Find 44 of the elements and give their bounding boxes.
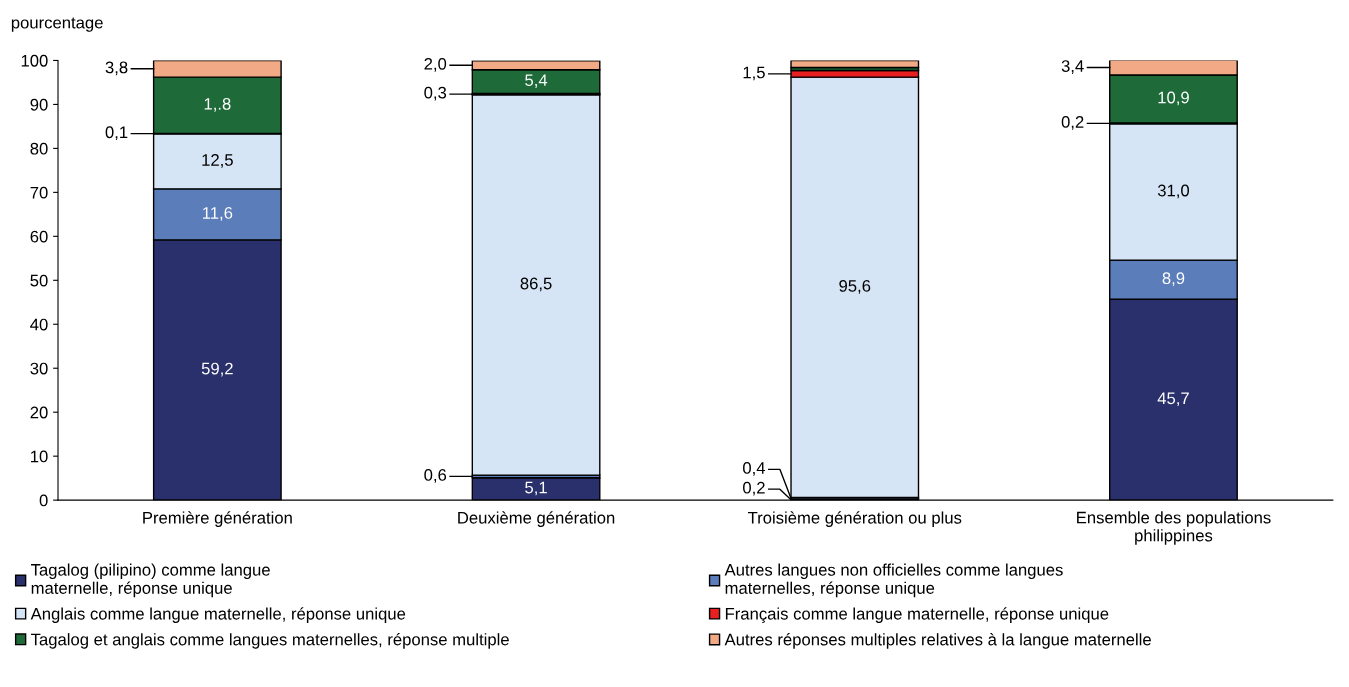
data-label: 31,0 — [1157, 184, 1190, 199]
y-tick-label: 70 — [30, 186, 48, 199]
data-label: 59,2 — [201, 362, 233, 377]
legend-label: Autres réponses multiples relatives à la langue maternelle — [724, 633, 1151, 649]
x-tick-label: Deuxième génération — [458, 511, 615, 527]
data-label: 8,9 — [1162, 272, 1185, 287]
data-label: 0,2 — [1061, 116, 1084, 130]
data-label: 3,4 — [1061, 60, 1084, 74]
data-label: 0,2 — [743, 481, 765, 496]
data-label: 5,1 — [525, 481, 547, 496]
legend-label: Tagalog (pilipino) comme langue maternelle, réponse unique — [31, 563, 270, 598]
data-label: 1,5 — [743, 66, 765, 81]
data-label: 0,6 — [424, 469, 447, 483]
data-label: 0,3 — [424, 86, 447, 101]
y-tick-label: 20 — [30, 406, 48, 419]
x-tick-label: Troisième génération ou plus — [747, 511, 962, 527]
legend-label: Anglais comme langue maternelle, réponse unique — [30, 607, 406, 623]
legend-label: Autres langues non officielles comme langues maternelles, réponse unique — [724, 563, 1063, 598]
data-label: 12,5 — [202, 154, 233, 168]
y-tick-label: 0 — [39, 494, 48, 507]
y-tick-label: 80 — [30, 142, 48, 155]
data-label: 0,1 — [105, 126, 128, 141]
legend-label: Tagalog et anglais comme langues maternelles, réponse multiple — [31, 632, 509, 649]
y-tick-label: 40 — [30, 318, 48, 331]
data-label: 45,7 — [1157, 392, 1189, 407]
data-label: 10,9 — [1158, 91, 1189, 106]
data-label: 95,6 — [839, 280, 871, 294]
data-label: 1,.8 — [204, 97, 231, 112]
legend-label: Français comme langue maternelle, réponse unique — [725, 607, 1109, 624]
y-tick-label: 100 — [21, 54, 48, 67]
data-label: 5,4 — [525, 74, 548, 88]
y-tick-label: 50 — [30, 274, 48, 287]
data-label: 3,8 — [105, 61, 128, 76]
data-label: 2,0 — [424, 57, 447, 72]
x-tick-label: Ensemble des populations philippines — [1077, 511, 1271, 545]
data-label: 0,4 — [743, 462, 766, 476]
data-label: 11,6 — [203, 207, 233, 221]
y-tick-label: 90 — [30, 98, 48, 111]
data-label: 86,5 — [520, 277, 552, 292]
y-tick-label: 10 — [31, 450, 48, 463]
x-tick-label: Première génération — [143, 511, 292, 527]
y-tick-label: 30 — [30, 362, 48, 375]
y-tick-label: 60 — [30, 230, 48, 243]
y-axis-title: pourcentage — [11, 17, 103, 32]
